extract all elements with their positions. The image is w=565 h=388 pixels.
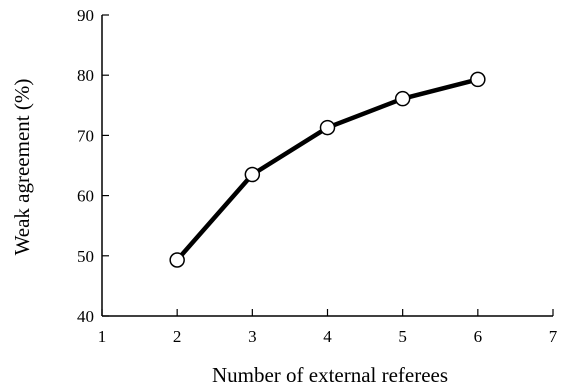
- y-tick-label: 60: [77, 187, 94, 206]
- data-point: [244, 166, 261, 183]
- data-point: [319, 119, 336, 136]
- data-point: [169, 252, 185, 268]
- axes: [101, 15, 553, 317]
- y-tick-label: 80: [77, 66, 94, 85]
- y-tick-label: 40: [77, 307, 94, 326]
- x-tick-label: 6: [474, 327, 483, 346]
- x-tick-label: 1: [98, 327, 107, 346]
- y-tick-label: 90: [77, 6, 94, 25]
- x-tick-label: 4: [323, 327, 332, 346]
- series-line: [174, 77, 481, 263]
- series-layer: [169, 71, 486, 268]
- y-axis-title: Weak agreement (%): [10, 79, 34, 256]
- y-tick-label: 50: [77, 247, 94, 266]
- data-point: [470, 71, 486, 88]
- x-axis-title: Number of external referees: [212, 363, 448, 387]
- x-tick-label: 7: [549, 327, 558, 346]
- data-point: [394, 90, 411, 107]
- y-tick-label: 70: [77, 126, 94, 145]
- x-ticks: 1 2 3 4 5 6 7: [98, 309, 558, 346]
- x-tick-label: 5: [398, 327, 407, 346]
- x-tick-label: 2: [173, 327, 182, 346]
- x-tick-label: 3: [248, 327, 257, 346]
- y-ticks: 40 50 60 70 80 90: [77, 6, 109, 326]
